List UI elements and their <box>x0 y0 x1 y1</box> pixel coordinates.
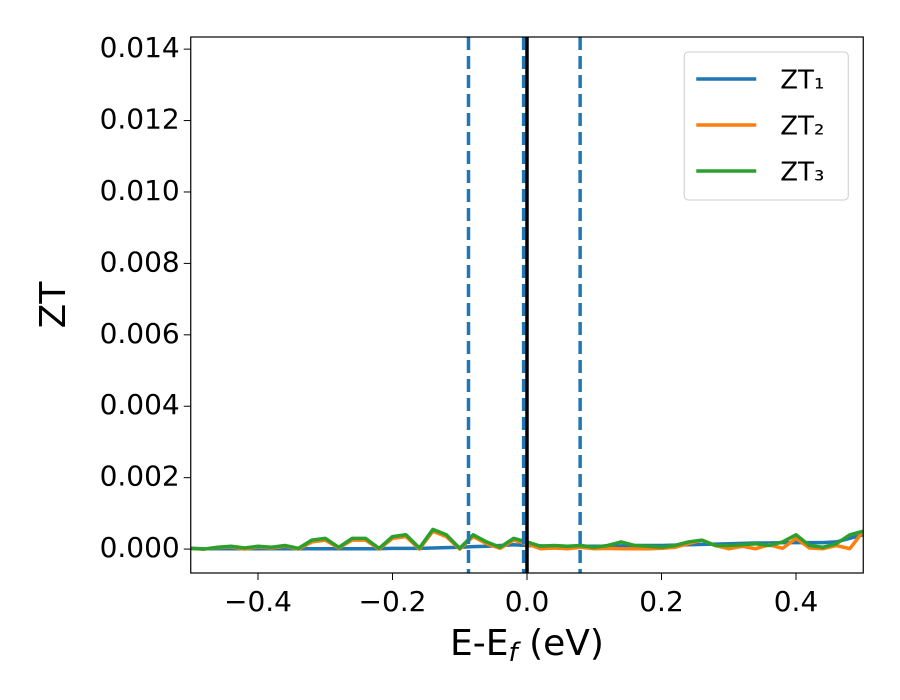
y-tick-label: 0.006 <box>100 317 180 350</box>
y-tick-label: 0.002 <box>100 460 180 493</box>
y-tick-label: 0.014 <box>100 31 180 64</box>
legend-label: ZT₁ <box>780 66 824 96</box>
legend-label: ZT₂ <box>780 112 824 142</box>
x-tick-label: 0.0 <box>505 585 550 618</box>
x-axis-label-part: (eV) <box>518 623 604 664</box>
legend-label: ZT₃ <box>780 158 824 188</box>
legend: ZT₁ ZT₂ ZT₃ <box>683 51 849 201</box>
y-tick-label: 0.000 <box>100 531 180 564</box>
y-tick-label: 0.010 <box>100 174 180 207</box>
y-tick-label: 0.004 <box>100 388 180 421</box>
x-tick-label: −0.2 <box>359 585 427 618</box>
y-tick-label: 0.012 <box>100 103 180 136</box>
plot-frame <box>190 36 864 574</box>
x-tick-label: 0.2 <box>639 585 684 618</box>
x-tick-label: 0.4 <box>774 585 819 618</box>
legend-box <box>683 51 849 201</box>
y-axis-label: ZT <box>33 281 74 329</box>
x-axis-label-part: E-E <box>450 623 508 664</box>
x-axis-label: E-Ef (eV) <box>450 623 604 668</box>
x-tick-label: −0.4 <box>224 585 292 618</box>
y-tick-label: 0.008 <box>100 245 180 278</box>
